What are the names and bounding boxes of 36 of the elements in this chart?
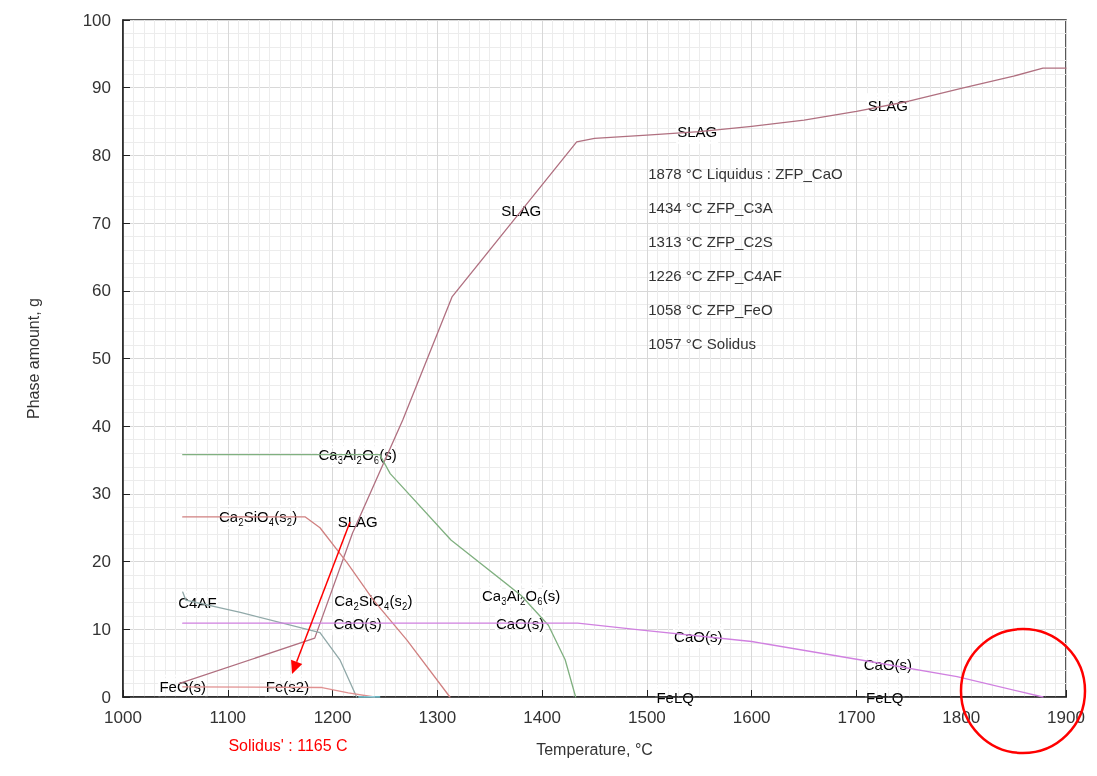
annotation: CaO(s) [863,656,913,673]
annotation: 1057 °C Solidus [648,334,756,352]
y-axis-title: Phase amount, g [24,298,42,419]
y-tick-label: 50 [92,349,111,368]
y-tick-label: 80 [92,145,111,165]
annotation: 1434 °C ZFP_C3A [648,198,773,216]
annotation: 1226 °C ZFP_C4AF [648,266,782,284]
text: Solidus' : 1165 C [228,736,348,754]
x-tick-label: 1600 [732,708,771,727]
annotation: SLAG [337,513,378,531]
x-tick-label: 1100 [209,708,247,727]
y-tick-label: 60 [92,281,111,301]
x-tick-label: 1200 [313,708,352,727]
y-tick-label: 10 [92,619,111,639]
x-axis-title: Temperature, °C [536,740,653,758]
y-tick-label: 90 [92,78,111,98]
x-tick-label: 1300 [418,708,457,727]
y-tick-label: 40 [92,416,111,436]
y-tick-label: 30 [92,484,111,504]
annotation: SLAG [501,202,542,220]
y-tick-label: 20 [92,552,111,572]
x-tick-label: 1500 [627,708,666,727]
x-tick-label: 1400 [523,708,562,727]
x-tick-label: 1000 [104,708,142,727]
annotation: CaO(s) [495,614,545,632]
annotation: 1058 °C ZFP_FeO [648,300,773,318]
y-tick-label: 100 [82,10,111,30]
x-tick-label: 1700 [837,708,876,727]
annotation: FeO(s) [159,678,207,696]
annotation: 1313 °C ZFP_C2S [648,232,773,250]
annotation: SLAG [867,96,908,114]
y-tick-label: 0 [101,687,111,707]
annotation: CaO(s) [333,614,382,632]
annotation: 1878 °C Liquidus : ZFP_CaO [648,164,843,182]
y-tick-label: 70 [92,213,111,233]
annotation: C4AF [178,594,217,612]
